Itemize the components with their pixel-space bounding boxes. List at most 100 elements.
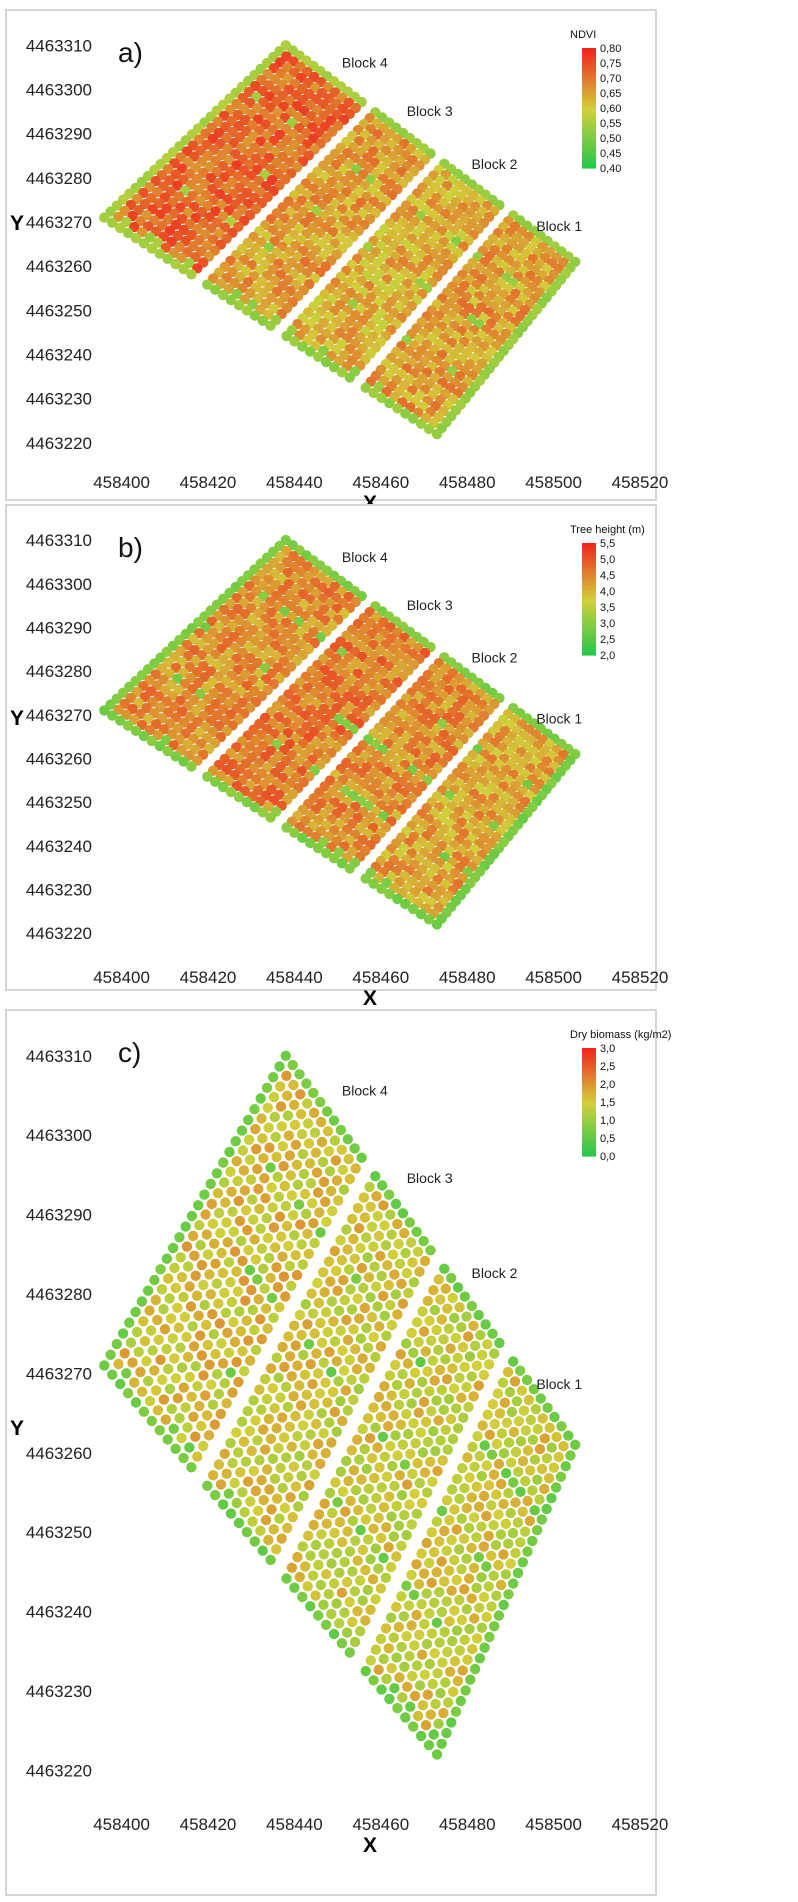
data-point (551, 1431, 562, 1443)
data-point (424, 1315, 435, 1327)
data-point (440, 1424, 451, 1436)
data-point (389, 1480, 400, 1492)
data-point (395, 1419, 407, 1430)
data-point (244, 1264, 256, 1276)
data-point (391, 1652, 402, 1663)
data-point (359, 1212, 371, 1223)
colorbar-segment (582, 635, 596, 639)
data-point (307, 1570, 319, 1581)
data-point (378, 1502, 390, 1513)
data-point (388, 1632, 399, 1643)
data-point (321, 1106, 333, 1117)
data-point (289, 1230, 300, 1241)
data-point (270, 1131, 281, 1143)
data-point (275, 1101, 287, 1112)
data-point (503, 1437, 515, 1448)
data-point (355, 1524, 366, 1536)
data-point (244, 1154, 256, 1166)
data-point (336, 1144, 347, 1156)
data-point (373, 1563, 384, 1574)
data-point (496, 1478, 507, 1490)
data-point (443, 1697, 454, 1708)
data-point (192, 1451, 203, 1462)
data-point (456, 1564, 467, 1575)
data-point (357, 1544, 369, 1556)
data-point (364, 1181, 375, 1193)
data-point (522, 1495, 533, 1507)
data-point (384, 397, 395, 409)
data-point (337, 1164, 349, 1176)
data-point (326, 1558, 337, 1569)
data-point (451, 1403, 462, 1414)
x-tick-label: 458480 (439, 473, 496, 492)
colorbar-segment (582, 627, 596, 631)
x-tick-label: 458420 (180, 473, 237, 492)
colorbar-segment (582, 1102, 596, 1106)
data-point (231, 1266, 242, 1277)
data-point (175, 1252, 186, 1263)
data-point (447, 1292, 458, 1304)
data-point (489, 1348, 500, 1359)
data-point (452, 1352, 463, 1364)
data-point (525, 1414, 537, 1426)
block-label-3: Block 3 (407, 1170, 453, 1186)
data-point (221, 1468, 232, 1479)
data-point (396, 1591, 407, 1602)
data-point (508, 1477, 519, 1488)
data-point (445, 1343, 456, 1354)
data-point (368, 387, 379, 398)
data-point (361, 1463, 372, 1475)
data-point (365, 1655, 376, 1666)
data-point (272, 1282, 284, 1293)
colorbar-segment (582, 78, 596, 82)
data-point (442, 1303, 453, 1314)
data-point (286, 1371, 297, 1382)
data-point (206, 1379, 217, 1390)
data-point (144, 1305, 155, 1316)
data-point (414, 1680, 426, 1691)
data-point (277, 1482, 288, 1494)
data-point (367, 1574, 379, 1585)
data-point (396, 1490, 408, 1501)
data-point (318, 1357, 329, 1368)
data-point (193, 1310, 204, 1321)
data-point (344, 1596, 355, 1608)
data-point (349, 1143, 360, 1154)
data-point (489, 1621, 500, 1632)
data-point (452, 1675, 464, 1687)
data-point (180, 1221, 191, 1232)
data-point (438, 1404, 449, 1416)
data-point (309, 1398, 320, 1410)
data-point (247, 1516, 258, 1527)
colorbar-segment (582, 1110, 596, 1114)
data-point (446, 1585, 457, 1596)
x-tick-label: 458500 (525, 1815, 582, 1834)
data-point (515, 1486, 526, 1498)
data-point (328, 1578, 340, 1589)
data-point (174, 1413, 185, 1424)
data-point (476, 1622, 488, 1633)
data-point (99, 212, 110, 223)
data-point (163, 1363, 174, 1375)
colorbar-segment (582, 114, 596, 118)
data-point (262, 1232, 274, 1244)
data-point (244, 1425, 255, 1437)
data-point (447, 1363, 458, 1374)
data-point (386, 1229, 397, 1240)
data-point (157, 1374, 168, 1385)
data-point (255, 1314, 266, 1325)
data-point (520, 1475, 531, 1487)
data-point (403, 1428, 414, 1440)
data-point (519, 1526, 531, 1537)
data-point (405, 1237, 417, 1248)
data-point (283, 1240, 294, 1252)
colorbar-segment (582, 1093, 596, 1098)
data-point (199, 1299, 210, 1311)
data-point (294, 1450, 305, 1462)
data-point (280, 1381, 292, 1393)
data-point (195, 1330, 206, 1341)
colorbar-segment (582, 81, 596, 85)
data-point (336, 367, 348, 378)
data-point (532, 1474, 543, 1485)
data-point (209, 1238, 220, 1249)
